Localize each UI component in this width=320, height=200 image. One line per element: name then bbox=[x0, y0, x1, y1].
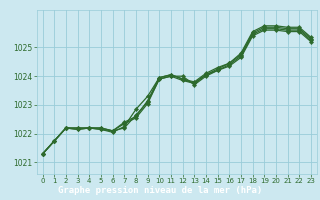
Text: Graphe pression niveau de la mer (hPa): Graphe pression niveau de la mer (hPa) bbox=[58, 186, 262, 195]
